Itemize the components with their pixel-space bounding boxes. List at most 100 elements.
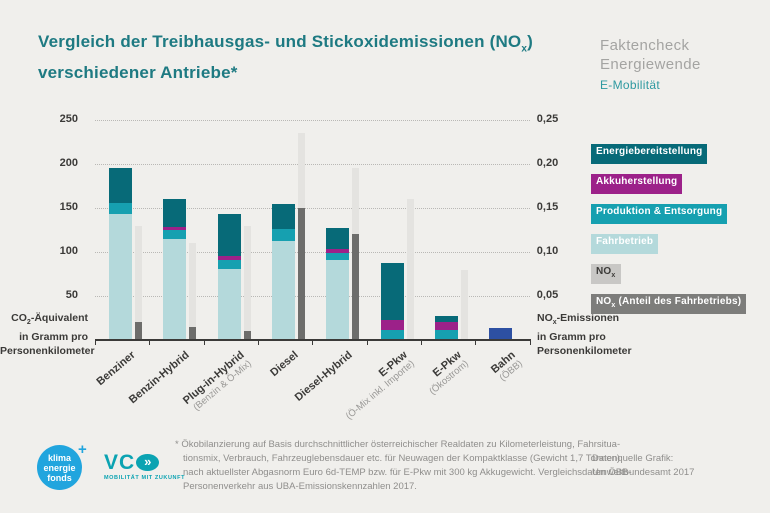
legend-item-akkuherstellung: Akkuherstellung [591,174,683,194]
page-title: Vergleich der Treibhausgas- und Stickoxi… [38,30,533,85]
co2-bar-segment-akku [217,256,241,260]
co2-bar-segment-energie [217,214,241,257]
nox-bar-nox_anteil [352,234,360,340]
x-axis-tick [312,340,314,345]
co2-bar-segment-produktion [217,259,241,269]
gridline [95,120,530,121]
nox-bar-nox_anteil [243,331,251,340]
vco-chevrons-icon: » [136,454,160,471]
legend-item-produktion-entsorgung: Produktion & Entsorgung [591,204,728,224]
co2-bar-segment-produktion [435,330,459,340]
co2-bar-segment-akku [435,321,459,331]
x-axis-label: Benziner [38,349,138,435]
right-axis-caption-line2: in Gramm pro [537,331,606,344]
left-axis-tick-label: 250 [59,113,78,125]
left-axis-caption-line2: in Gramm pro [19,331,88,344]
right-axis-caption: NOx-Emissionen in Gramm pro Personenkilo… [537,311,667,358]
co2-bar-segment-produktion [163,230,187,239]
left-axis-caption-line1: CO2-Äquivalent [11,312,88,327]
gridline [95,208,530,209]
page-title-line2: verschiedener Antriebe* [38,63,238,83]
nox-bar-nox_anteil [298,208,306,340]
x-axis-label-main: Benziner [94,349,138,389]
klima-logo-plus-icon: + [78,441,87,458]
legend-item-nox-anteil-fahrbetrieb: NOx (Anteil des Fahrbetriebs) [591,294,747,314]
data-source-line2: Umweltbundesamt 2017 [592,467,695,478]
brand-line2: Energiewende [600,56,701,73]
co2-bar-segment-akku [163,227,187,230]
nox-bar-nox [461,269,469,340]
co2-bar-segment-akku [380,319,404,331]
co2-bar-segment-energie [435,316,459,322]
footnote-line: Personenverkehr aus UBA-Emissionskennzah… [183,481,417,492]
klima-logo-line: fonds [47,472,72,483]
nox-bar-nox [243,225,251,340]
co2-bar-segment-fahrbetrieb [109,214,132,340]
x-axis-tick [475,340,477,345]
co2-bar-segment-produktion [109,202,132,215]
left-axis-tick-label: 200 [59,157,78,169]
co2-bar-segment-produktion [380,330,404,340]
right-axis-tick-label: 0,15 [536,201,559,213]
data-source: Datenquelle Grafik: Umweltbundesamt 2017 [592,452,694,480]
co2-bar-segment-akku [326,249,350,253]
nox-bar-nox [135,225,142,340]
right-axis-caption-line3: Personenkilometer [537,345,632,358]
nox-bar-nox [189,243,197,340]
co2-bar-segment-energie [109,168,132,203]
x-axis-tick [529,340,531,345]
co2-bar-segment-produktion [326,252,350,260]
co2-bar-segment-energie [326,228,350,250]
brand-subtitle: E-Mobilität [600,78,660,92]
vco-logo-row: VC » [104,452,185,473]
legend-item-energiebereitstellung: Energiebereitstellung [591,144,708,164]
footnote: * Ökobilanzierung auf Basis durchschnitt… [175,438,632,494]
vco-tagline: MOBILITÄT MIT ZUKUNFT [104,475,186,481]
brand-line1: Faktencheck [600,37,690,54]
nox-bar-nox_anteil [135,322,142,340]
footnote-line: nach aktuellster Abgasnorm Euro 6d-TEMP … [183,467,632,478]
klima-logo-line: energie [43,462,76,473]
co2-bar-segment-energie [272,203,296,230]
x-axis-tick [258,340,260,345]
right-axis-caption-line1: NOx-Emissionen [537,312,620,327]
co2-bar-segment-fahrbetrieb [163,238,187,340]
co2-bar-segment-produktion [272,229,296,241]
co2-bar-segment-energie [163,199,187,228]
x-axis-tick [421,340,423,345]
gridline [95,252,530,253]
chart-legend: Energiebereitstellung Akkuherstellung Pr… [591,144,747,314]
co2-bar-segment-fahrbetrieb [272,240,296,340]
co2-bar-segment-fahrbetrieb [326,259,350,340]
left-axis-tick-label: 150 [59,201,78,213]
right-axis-tick-label: 0,25 [536,113,559,125]
x-axis-tick [149,340,151,345]
co2-bar-segment-energie [380,262,404,320]
x-axis-baseline [95,339,531,341]
right-axis-tick-label: 0,10 [536,245,559,257]
right-axis-tick-label: 0,20 [536,157,559,169]
x-axis-tick [203,340,205,345]
footnote-line: * Ökobilanzierung auf Basis durchschnitt… [175,439,621,450]
co2-bar-segment-bahn [489,327,513,340]
nox-bar-nox_anteil [189,326,197,340]
right-axis-tick-label: 0,05 [536,289,559,301]
data-source-line1: Datenquelle Grafik: [592,453,674,464]
vco-logo-text: VC [104,451,136,474]
legend-item-fahrbetrieb: Fahrbetrieb [591,234,659,254]
x-axis-label-main: Plug-in-Hybrid [180,349,247,407]
klima-energiefonds-logo: klima energie fonds [37,445,82,490]
left-axis-caption: CO2-Äquivalent in Gramm pro Personenkilo… [0,311,95,358]
co2-bar-segment-fahrbetrieb [217,268,241,340]
gridline [95,164,530,165]
left-axis-tick-label: 50 [65,289,78,301]
vco-logo: VC » MOBILITÄT MIT ZUKUNFT [104,452,185,481]
page-title-line1: Vergleich der Treibhausgas- und Stickoxi… [38,32,533,55]
left-axis-caption-line3: Personenkilometer [0,345,95,358]
nox-bar-nox [406,199,414,340]
left-axis-tick-label: 100 [59,245,78,257]
brand-block: Faktencheck Energiewende E-Mobilität [600,36,701,95]
legend-item-nox: NOx [591,264,621,284]
